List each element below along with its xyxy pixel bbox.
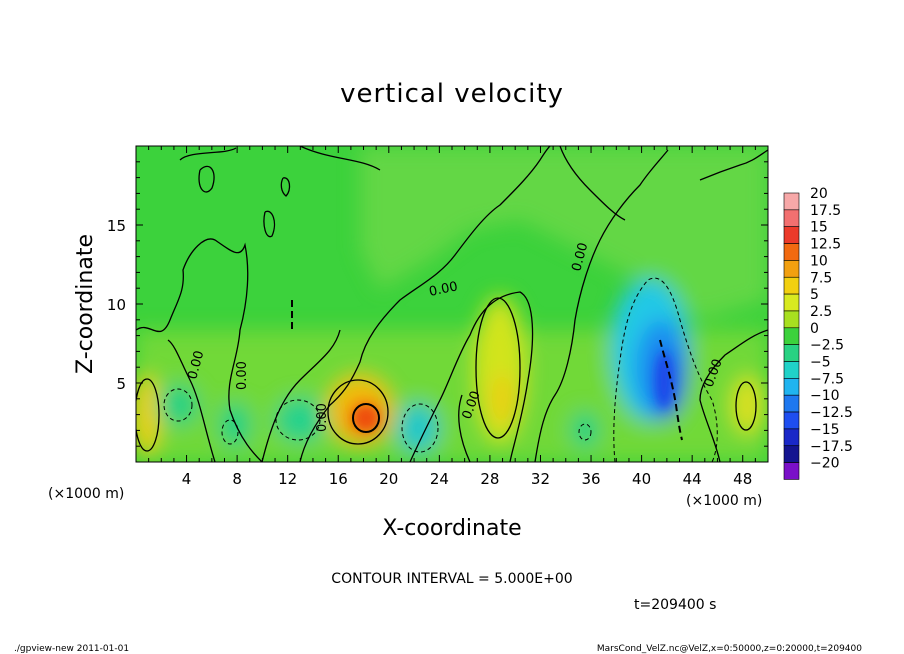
footer-left: ./gpview-new 2011-01-01 <box>14 644 129 654</box>
colorbar-label: −17.5 <box>810 439 853 455</box>
colorbar-label: 5 <box>810 287 819 303</box>
x-tick-label: 20 <box>379 470 398 488</box>
colorbar-swatch <box>783 411 800 430</box>
x-axis: 4 8 12 16 20 24 28 32 36 40 44 48 <box>148 146 756 488</box>
colorbar-swatch <box>783 260 800 278</box>
colorbar-label: 10 <box>810 253 828 269</box>
colorbar-label: 7.5 <box>810 270 832 286</box>
time-label: t=209400 s <box>634 597 716 613</box>
contour-label: 0.00 <box>569 241 591 273</box>
colorbar-label: 12.5 <box>810 237 841 253</box>
x-axis-label: X-coordinate <box>382 516 521 541</box>
plot-area <box>136 146 768 462</box>
x-unit-right: (×1000 m) <box>686 493 762 509</box>
colorbar-label: 15 <box>810 220 828 236</box>
colorbar-label: 2.5 <box>810 304 832 320</box>
colorbar-swatch <box>783 445 800 463</box>
colorbar-label: −15 <box>810 422 840 438</box>
chart-title: vertical velocity <box>340 79 564 109</box>
colorbar: 2017.51512.5107.552.50−2.5−5−7.5−10−12.5… <box>783 186 853 480</box>
colorbar-swatch <box>783 243 800 261</box>
x-tick-label: 16 <box>329 470 348 488</box>
x-tick-label: 48 <box>733 470 752 488</box>
contour-interval: CONTOUR INTERVAL = 5.000E+00 <box>331 571 572 587</box>
y-axis: 5 10 15 <box>107 161 768 447</box>
colorbar-label: 17.5 <box>810 203 841 219</box>
colorbar-swatch <box>783 226 800 244</box>
y-axis-label: Z-coordinate <box>73 234 98 374</box>
colorbar-label: −20 <box>810 456 840 472</box>
colorbar-swatch <box>783 192 800 211</box>
zero-contours <box>136 146 768 462</box>
x-tick-label: 32 <box>531 470 550 488</box>
x-tick-label: 8 <box>232 470 242 488</box>
colorbar-label: −12.5 <box>810 405 853 421</box>
field-shading <box>136 146 768 462</box>
y-tick-label: 5 <box>116 375 126 393</box>
colorbar-label: 0 <box>810 321 819 337</box>
colorbar-swatch <box>783 378 800 396</box>
contour-label: 0.00 <box>185 349 207 381</box>
colorbar-swatch <box>783 394 800 413</box>
contour-label: 0.00 <box>428 279 459 300</box>
colorbar-swatch <box>783 428 800 447</box>
colorbar-label: −7.5 <box>810 371 844 387</box>
x-tick-label: 24 <box>430 470 449 488</box>
colorbar-swatch <box>783 344 800 362</box>
negative-contours <box>163 277 718 462</box>
colorbar-swatch <box>783 293 800 312</box>
x-tick-label: 40 <box>632 470 651 488</box>
y-tick-label: 15 <box>107 217 126 235</box>
contour-label: 0.00 <box>315 403 330 432</box>
colorbar-swatch <box>783 310 800 329</box>
colorbar-swatch <box>783 327 800 345</box>
footer-right: MarsCond_VelZ.nc@VelZ,x=0:50000,z=0:2000… <box>597 644 862 654</box>
colorbar-swatch <box>783 361 800 379</box>
colorbar-label: −2.5 <box>810 338 844 354</box>
colorbar-swatch <box>783 462 800 480</box>
x-tick-label: 12 <box>278 470 297 488</box>
x-unit-left: (×1000 m) <box>48 486 124 502</box>
colorbar-swatch <box>783 276 800 295</box>
x-tick-label: 4 <box>182 470 192 488</box>
x-tick-label: 44 <box>683 470 702 488</box>
strong-downdraft-contour <box>291 300 683 441</box>
colorbar-label: 20 <box>810 186 828 202</box>
x-tick-label: 36 <box>581 470 600 488</box>
x-tick-label: 28 <box>480 470 499 488</box>
y-tick-label: 10 <box>107 296 126 314</box>
colorbar-swatch <box>783 209 800 228</box>
colorbar-label: −10 <box>810 388 840 404</box>
colorbar-label: −5 <box>810 355 831 371</box>
strong-updraft-contour <box>352 403 380 433</box>
contour-label: 0.00 <box>235 361 250 390</box>
